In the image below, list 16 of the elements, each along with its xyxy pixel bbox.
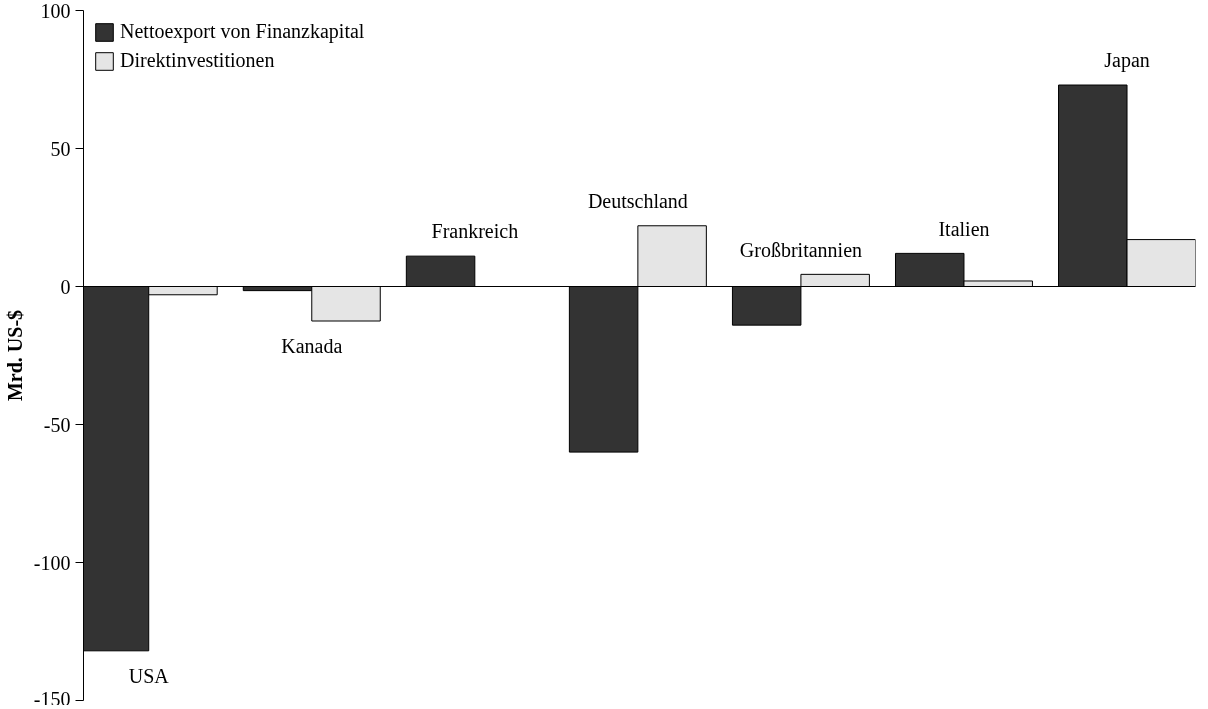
x-tick-label: USA (128, 664, 170, 687)
legend-label: Direktinvestitionen (120, 49, 275, 72)
legend-label: Nettoexport von Finanzkapital (120, 20, 365, 43)
y-axis-title: Mrd. US-$ (3, 309, 26, 402)
x-tick-label: Frankreich (431, 220, 519, 243)
y-tick-label: -50 (43, 413, 71, 436)
y-tick-label: 0 (60, 275, 71, 298)
x-tick-label: Japan (1104, 49, 1150, 73)
y-tick-label: 100 (40, 0, 71, 22)
y-tick-label: 50 (50, 137, 71, 160)
y-tick-label: -100 (33, 551, 71, 574)
x-tick-label: Deutschland (587, 189, 688, 212)
x-tick-label: Italien (938, 217, 990, 240)
x-tick-label: Großbritannien (739, 238, 863, 261)
y-tick-label: -150 (33, 687, 71, 709)
x-tick-label: Kanada (281, 334, 343, 357)
